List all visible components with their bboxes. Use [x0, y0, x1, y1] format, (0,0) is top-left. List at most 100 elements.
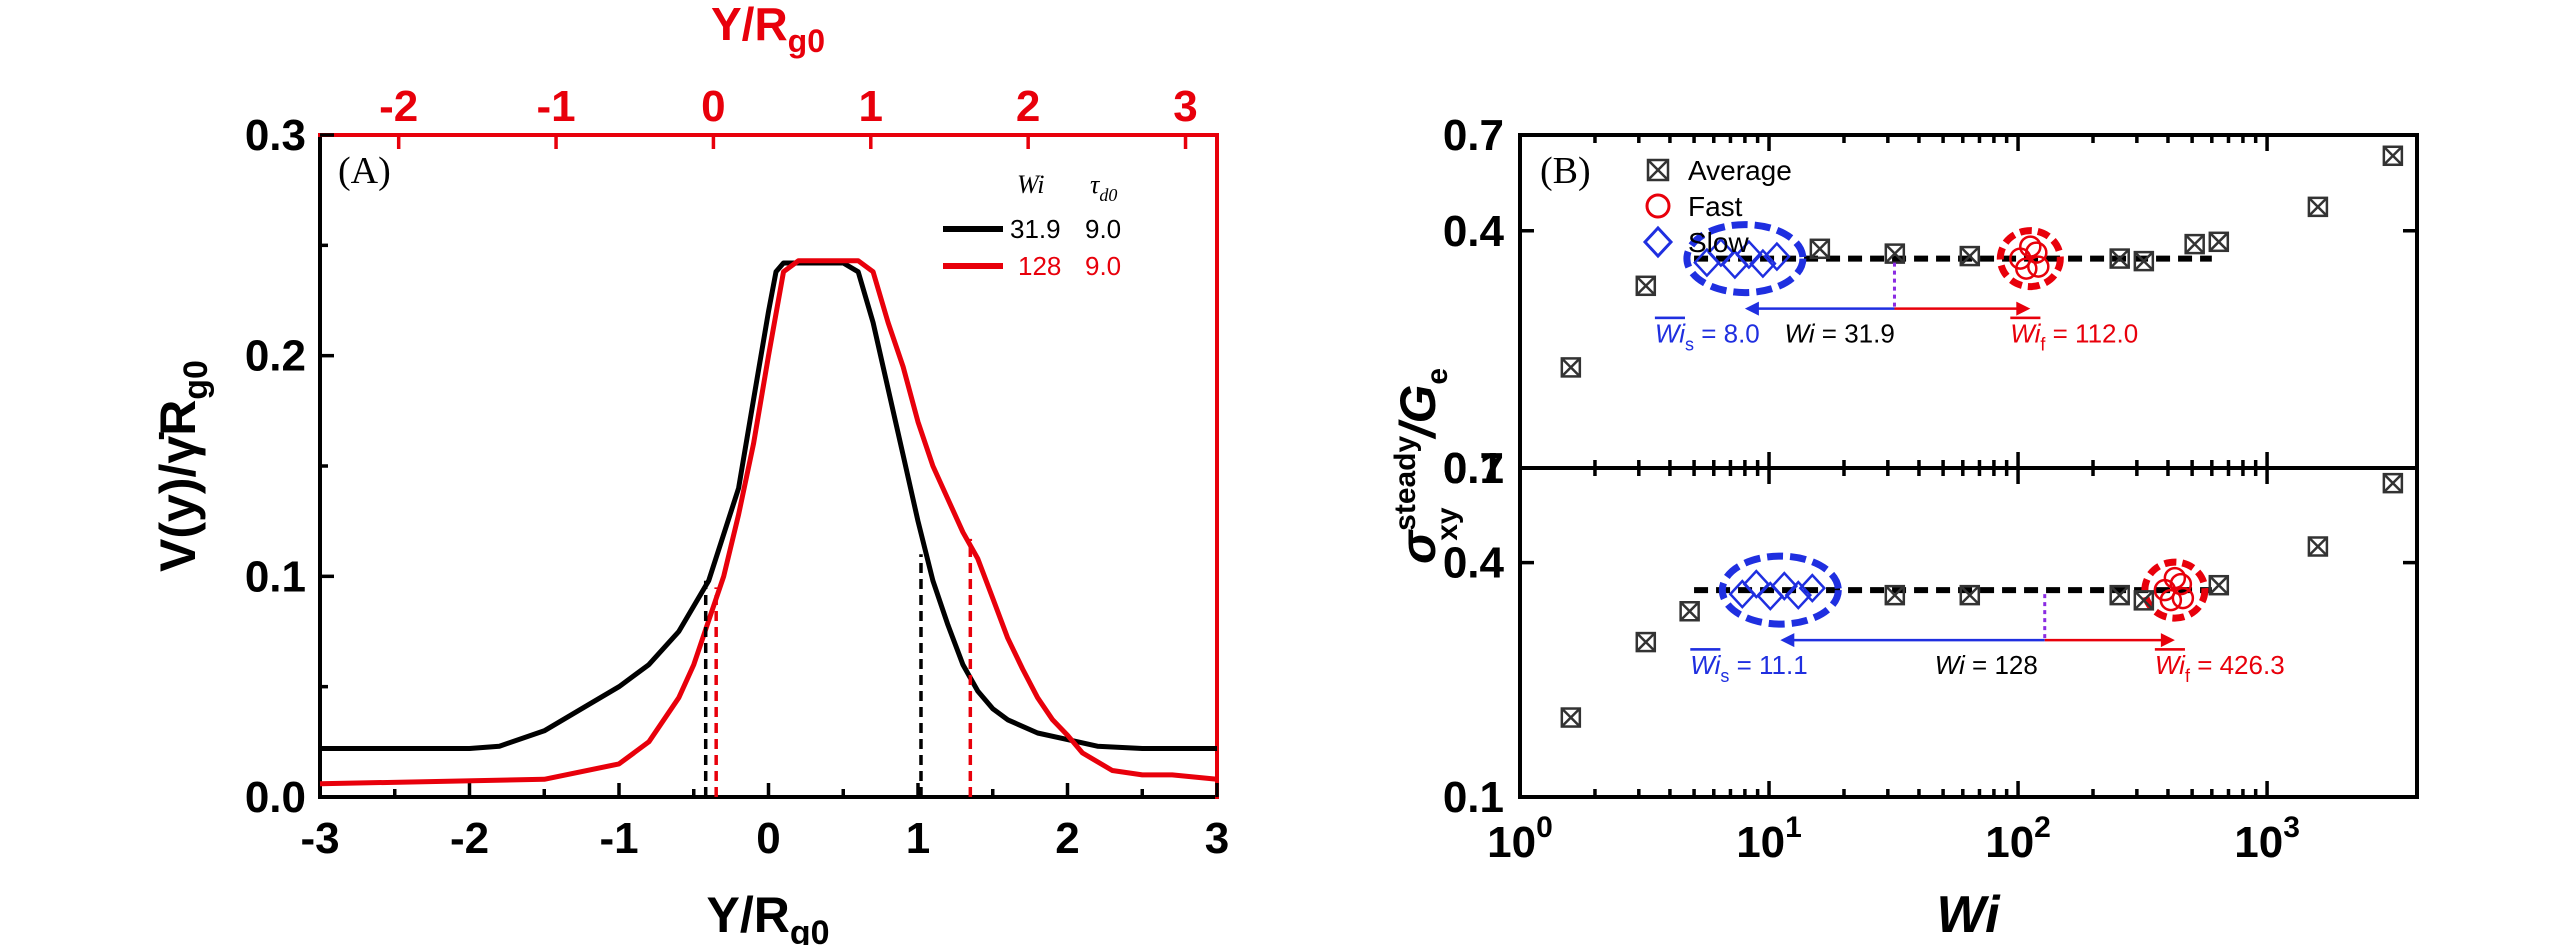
panel-a-y-label-sub: g0	[177, 360, 215, 400]
panel-a-top-x-label-main: Y/R	[711, 0, 788, 50]
panel-b-y-label-tail: /G	[1390, 385, 1446, 440]
average-point-marker	[1959, 245, 1981, 267]
fast-circle-marker	[2169, 572, 2193, 596]
average-point-marker	[1560, 357, 1582, 378]
fast-circle-marker	[2019, 235, 2042, 258]
panel-b-y-label-tail-sub: e	[1421, 368, 1454, 385]
legend-tau-red: 9.0	[1085, 251, 1121, 281]
average-point-marker	[2307, 196, 2329, 218]
average-point-marker-cross-b	[1884, 585, 1905, 606]
average-point-marker	[2109, 584, 2130, 606]
panel-a-x-tick-label: -1	[599, 814, 638, 863]
slow-arrow-head	[1744, 301, 1759, 316]
legend-slow-label: Slow	[1688, 227, 1749, 258]
average-point-marker	[2307, 536, 2329, 557]
average-point-marker	[1959, 584, 1981, 606]
slow-wi-label: Wis = 11.1	[1690, 650, 1807, 686]
average-point-marker	[1560, 707, 1582, 728]
average-point-marker-cross-b	[1679, 601, 1700, 622]
panel-a-x-tick-label: 1	[906, 814, 930, 863]
average-point-marker	[2382, 145, 2404, 167]
slow-diamond-marker	[1798, 573, 1827, 603]
average-point-marker-cross-b	[2208, 231, 2229, 252]
average-point-marker-cross-b	[1959, 585, 1980, 606]
legend-tau-black: 9.0	[1085, 214, 1121, 244]
fast-circle-marker	[2171, 586, 2195, 610]
average-point-marker	[1679, 601, 1700, 622]
panel-a-top-x-tick-label: 2	[1016, 82, 1040, 131]
profile-curve-wi-31.9	[320, 260, 1217, 751]
panel-a-x-tick-label: -3	[300, 814, 339, 863]
fast-circle-marker	[2015, 257, 2038, 280]
average-point-marker	[2133, 250, 2155, 272]
panel-b-y-tick-label: 0.1	[1443, 773, 1504, 822]
panel-a-x-tick-label: 2	[1055, 814, 1079, 863]
slow-diamond-marker	[1763, 241, 1791, 272]
legend-average-label: Average	[1688, 155, 1792, 186]
panel-b-x-tick-label: 103	[2234, 811, 2300, 867]
legend-header-wi: Wi	[1017, 170, 1044, 199]
average-point-marker-cross-b	[2382, 473, 2403, 494]
panel-a-legend: Wi τd0 31.9 9.0 128 9.0	[943, 170, 1121, 281]
average-point-marker	[2382, 472, 2404, 494]
panel-a-top-x-label: Y/Rg0	[711, 0, 825, 59]
average-point-marker-cross-b	[2109, 248, 2130, 269]
panel-a-y-tick-label: 0.2	[245, 332, 306, 381]
average-point-marker-cross-b	[1809, 238, 1830, 259]
panel-a-x-label-sub: g0	[790, 914, 830, 945]
panel-b-y-label-sup: steady	[1389, 435, 1422, 530]
slow-arrow-head	[1780, 633, 1795, 648]
average-point-marker-cross-b	[2133, 590, 2154, 611]
panel-b-y-tick-label: 0.1	[1443, 444, 1504, 493]
panel-a-top-x-tick-label: 3	[1173, 82, 1197, 131]
panel-a-y-tick-label: 0.3	[245, 111, 306, 160]
average-point-marker-cross-b	[2208, 575, 2229, 596]
wi-value-label: Wi = 31.9	[1784, 319, 1894, 349]
panel-a-y-label-main: V(y)/γ̇R	[150, 400, 206, 572]
panel-b-label: (B)	[1540, 150, 1591, 192]
slow-diamond-marker	[1735, 239, 1763, 270]
fast-cluster-ellipse	[1996, 227, 2064, 291]
average-point-marker-cross-b	[1560, 707, 1581, 728]
slow-diamond-marker	[1756, 581, 1785, 611]
panel-a-top-x-tick-label: 0	[701, 82, 725, 131]
average-point-marker	[2208, 231, 2230, 253]
slow-diamond-marker	[1728, 579, 1757, 609]
average-point-marker-cross-b	[2109, 585, 2130, 606]
average-point-marker-cross-b	[1635, 275, 1656, 296]
average-point-marker	[2208, 574, 2230, 596]
panel-b-y-tick-label: 0.4	[1443, 207, 1505, 256]
panel-a-chart: -3 -2 -1 0 1 2 3 0.0 0.1 0.2 0.3 -2 -1 0 1 2 3 (A) Wi τd…	[150, 0, 1229, 945]
panel-b-y-tick-label: 0.4	[1443, 539, 1505, 588]
panel-a-top-x-tick-label: -1	[536, 82, 575, 131]
panel-b-y-label: σsteady xy/Ge	[1389, 368, 1464, 564]
fast-wi-label: Wif = 426.3	[2155, 650, 2285, 686]
average-point-marker	[1809, 238, 1831, 260]
panel-b-x-label: Wi	[1936, 886, 2001, 944]
panel-b-x-tick-label: 101	[1736, 811, 1802, 867]
wi-value-label: Wi = 128	[1935, 650, 2038, 680]
slow-diamond-marker	[1770, 571, 1799, 601]
panel-a-top-x-tick-label: 1	[859, 82, 883, 131]
panel-a-x-label-main: Y/R	[706, 887, 789, 943]
slow-cluster-ellipse	[1718, 552, 1842, 628]
panel-a-top-x-tick-label: -2	[379, 82, 418, 131]
average-point-marker-cross-b	[2382, 145, 2403, 166]
slow-diamond-marker	[1742, 569, 1771, 599]
panel-a-x-tick-label: 0	[756, 814, 780, 863]
panel-a-y-tick-label: 0.0	[245, 773, 306, 822]
panel-a-x-label: Y/Rg0	[706, 887, 829, 945]
fast-arrow-head	[2016, 301, 2031, 316]
average-point-marker-cross-b	[2133, 251, 2154, 271]
legend-fast-marker	[1645, 193, 1671, 219]
panel-b-y-label-sub: xy	[1431, 507, 1464, 541]
fast-circle-marker	[2159, 588, 2183, 612]
average-point-marker	[2109, 248, 2130, 269]
panel-b-y-label-sigma: σ	[1390, 529, 1446, 564]
panel-a-top-x-label-sub: g0	[788, 23, 825, 59]
panel-a-x-tick-label: 3	[1205, 814, 1229, 863]
average-point-marker-cross-b	[2308, 196, 2328, 217]
panel-b-y-tick-label: 0.7	[1443, 444, 1504, 493]
panel-a-y-tick-label: 0.1	[245, 552, 306, 601]
